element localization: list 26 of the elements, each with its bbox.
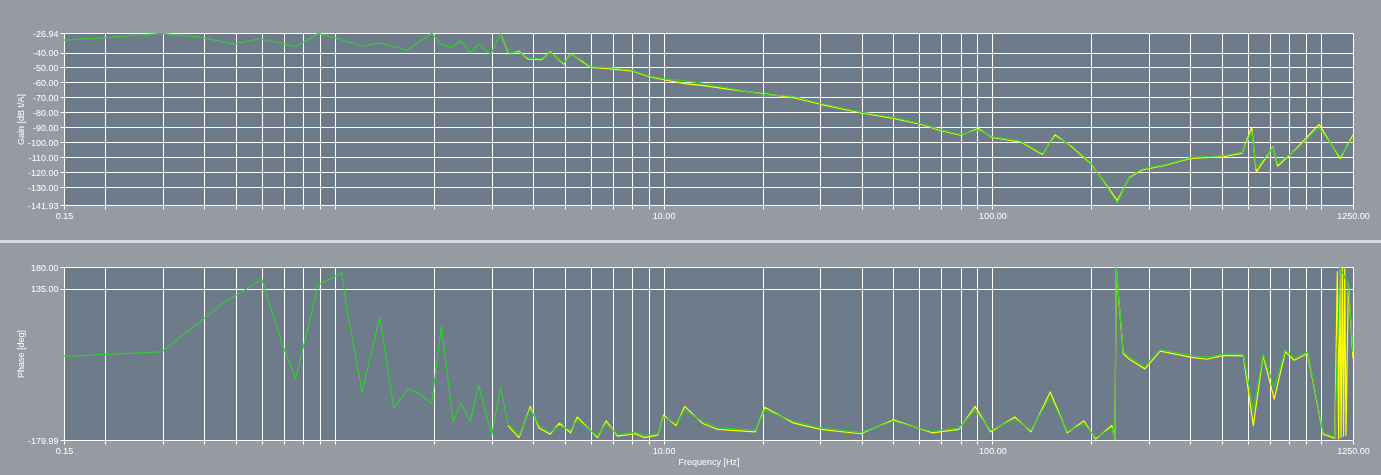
x-tick-label: 1250.00 [1337, 210, 1370, 221]
x-tick-label: 0.15 [55, 445, 74, 456]
x-tick-label: 0.15 [55, 210, 74, 221]
y-tick-label: -40.00 [32, 48, 59, 59]
y-tick-label: -130.00 [27, 182, 59, 193]
y-tick-label: -80.00 [32, 107, 59, 118]
x-axis-title: Frequency [Hz] [678, 456, 740, 467]
y-tick-label: 135.00 [30, 284, 59, 295]
y-tick-label: -70.00 [32, 92, 59, 103]
x-tick-label: 10.00 [652, 445, 676, 456]
x-tick-label: 1250.00 [1337, 445, 1370, 456]
y-tick-label: -110.00 [28, 152, 59, 163]
x-tick-label: 100.00 [979, 210, 1007, 221]
y-tick-label: -50.00 [32, 62, 59, 73]
y-axis-title: Phase [deg] [15, 329, 26, 379]
y-axis-title: Gain [dB t/A] [15, 93, 26, 146]
x-tick-label: 100.00 [979, 445, 1007, 456]
y-tick-label: -90.00 [32, 122, 59, 133]
y-tick-label: -26.94 [32, 28, 59, 39]
y-tick-label: -100.00 [27, 137, 59, 148]
y-tick-label: -179.99 [27, 435, 59, 446]
x-tick-label: 10.00 [652, 210, 676, 221]
y-tick-label: -141.93 [27, 200, 59, 211]
y-tick-label: -60.00 [32, 77, 59, 88]
y-tick-label: -120.00 [27, 167, 59, 178]
y-tick-label: 180.00 [30, 262, 59, 273]
